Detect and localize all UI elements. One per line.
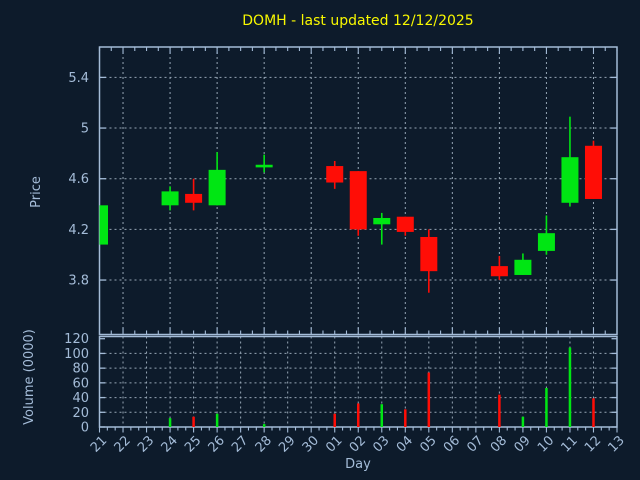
day-tick-label: 26 <box>206 433 228 455</box>
chart-title: DOMH - last updated 12/12/2025 <box>242 13 474 29</box>
candle-body-10 <box>537 233 555 251</box>
volume-bar-24 <box>168 418 172 427</box>
candle-body-04 <box>396 216 414 232</box>
day-tick-label: 12 <box>582 433 604 455</box>
volume-bar-08 <box>498 394 501 427</box>
series-group <box>99 116 602 427</box>
day-tick-label: 29 <box>276 433 298 455</box>
day-tick-label: 23 <box>135 433 157 455</box>
candle-body-05 <box>420 236 438 272</box>
volume-tick-label: 0 <box>81 421 89 436</box>
volume-tick-label: 100 <box>64 347 89 362</box>
price-tick-label: 3.8 <box>68 274 89 289</box>
day-tick-label: 05 <box>417 433 439 455</box>
volume-bar-10 <box>545 388 548 427</box>
day-tick-label: 11 <box>558 433 580 455</box>
price-tick-label: 5 <box>81 122 89 137</box>
candle-body-25 <box>185 193 203 203</box>
volume-tick-label: 20 <box>72 406 89 421</box>
candle-body-26 <box>208 169 226 206</box>
day-tick-label: 28 <box>253 433 275 455</box>
candle-body-01 <box>326 166 344 183</box>
volume-bar-03 <box>380 404 384 427</box>
day-tick-label: 27 <box>229 433 251 455</box>
day-tick-label: 25 <box>182 433 204 455</box>
day-tick-label: 01 <box>323 433 345 455</box>
price-axis-label: Price <box>29 176 44 208</box>
day-tick-label: 07 <box>464 433 486 455</box>
volume-tick-label: 80 <box>72 362 89 377</box>
candle-body-24 <box>161 191 179 206</box>
volume-bar-05 <box>427 372 431 427</box>
volume-tick-label: 40 <box>72 391 89 406</box>
day-tick-label: 06 <box>441 433 463 455</box>
candle-body-12 <box>584 145 602 199</box>
day-tick-label: 21 <box>88 433 110 455</box>
candle-body-02 <box>349 171 367 230</box>
volume-bar-04 <box>404 409 407 427</box>
day-tick-label: 30 <box>300 433 322 455</box>
day-axis-label: Day <box>345 457 371 472</box>
day-tick-label: 08 <box>488 433 510 455</box>
day-tick-label: 24 <box>159 433 181 455</box>
day-tick-label: 03 <box>370 433 392 455</box>
volume-bar-26 <box>215 413 219 427</box>
candle-body-08 <box>490 266 508 277</box>
price-tick-label: 4.6 <box>68 172 89 187</box>
volume-bar-02 <box>357 403 360 427</box>
day-tick-label: 02 <box>347 433 369 455</box>
volume-bar-09 <box>521 416 525 427</box>
volume-tick-label: 60 <box>72 376 89 391</box>
price-tick-label: 4.2 <box>68 223 89 238</box>
candle-body-03 <box>373 217 391 225</box>
day-tick-label: 22 <box>112 433 134 455</box>
candle-body-09 <box>514 259 532 275</box>
volume-axis-label: Volume (0000) <box>22 329 37 425</box>
candle-body-21 <box>99 205 108 245</box>
volume-tick-label: 120 <box>64 332 89 347</box>
price-tick-label: 5.4 <box>68 71 89 86</box>
volume-bar-12 <box>592 398 595 427</box>
day-tick-label: 13 <box>606 433 628 455</box>
volume-bar-01 <box>333 413 336 427</box>
volume-bar-28 <box>262 424 266 427</box>
candle-body-11 <box>561 157 579 203</box>
volume-bar-11 <box>568 347 572 427</box>
day-tick-label: 10 <box>535 433 557 455</box>
day-tick-label: 04 <box>394 433 416 455</box>
volume-bar-25 <box>192 416 195 427</box>
day-tick-label: 09 <box>511 433 533 455</box>
